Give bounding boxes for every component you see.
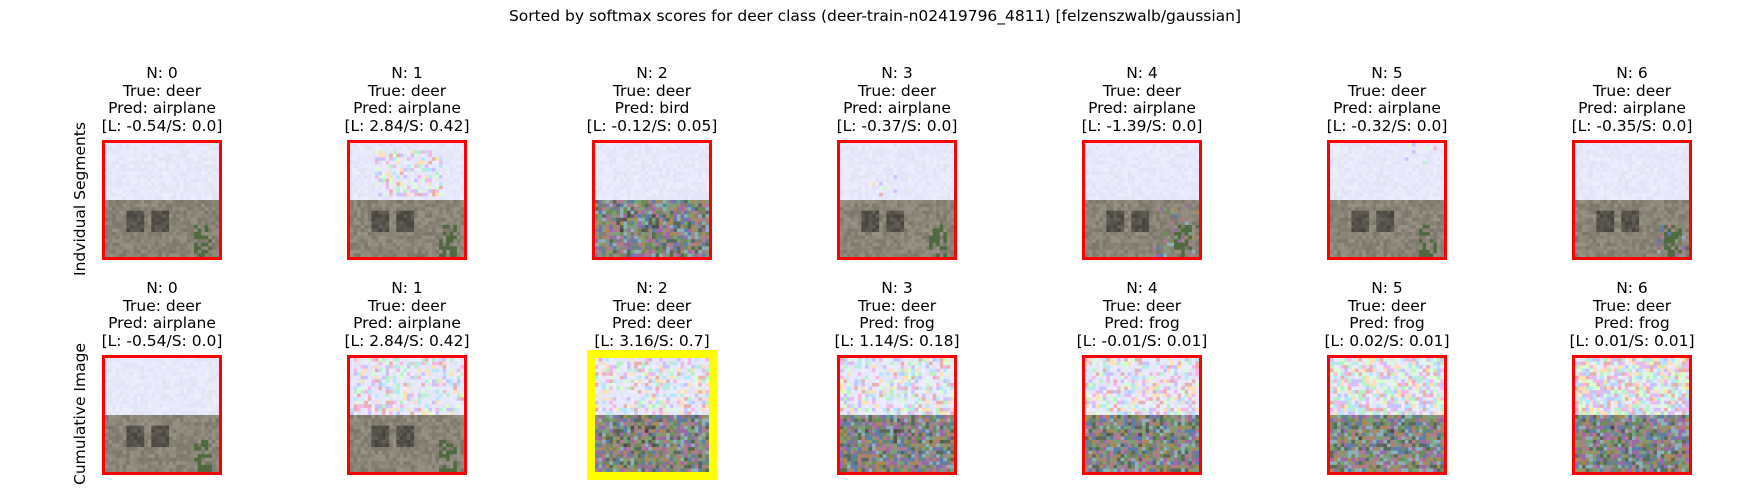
panel-true-label: True: deer <box>1347 296 1427 315</box>
panel-true-label: True: deer <box>1592 81 1672 100</box>
panel-pred-label: Pred: frog <box>1349 314 1425 332</box>
panel-row1-col4: N: 4 True: deer Pred: frog [L: -0.01/S: 0.0… <box>1062 279 1222 350</box>
row-label-cumulative: Cumulative Image <box>71 343 89 485</box>
panel-index: N: 5 <box>1371 279 1403 297</box>
panel-index: N: 4 <box>1126 279 1158 297</box>
panel-score: [L: 0.01/S: 0.01] <box>1569 331 1695 350</box>
panel-score: [L: -1.39/S: 0.0] <box>1081 116 1203 135</box>
panel-row1-col0: N: 0 True: deer Pred: airplane [L: -0.54/S:… <box>82 279 242 350</box>
panel-row0-col4: N: 4 True: deer Pred: airplane [L: -1.39/S:… <box>1062 64 1222 135</box>
panel-row1-col5: N: 5 True: deer Pred: frog [L: 0.02/S: 0.01… <box>1307 279 1467 350</box>
panel-score: [L: 1.14/S: 0.18] <box>834 331 960 350</box>
panel-pred-label: Pred: bird <box>614 99 690 117</box>
row-label-individual: Indvidual Segments <box>71 122 89 276</box>
image-thumbnail <box>102 355 222 475</box>
panel-score: [L: -0.32/S: 0.0] <box>1326 116 1448 135</box>
panel-pred-label: Pred: airplane <box>108 99 216 117</box>
image-thumbnail <box>592 140 712 260</box>
image-thumbnail <box>102 140 222 260</box>
panel-pred-label: Pred: airplane <box>353 314 461 332</box>
image-thumbnail <box>1572 140 1692 260</box>
panel-pred-label: Pred: deer <box>612 314 692 332</box>
image-thumbnail <box>837 355 957 475</box>
panel-score: [L: 2.84/S: 0.42] <box>344 331 470 350</box>
panel-true-label: True: deer <box>122 296 202 315</box>
panel-index: N: 2 <box>636 64 668 82</box>
panel-score: [L: 0.02/S: 0.01] <box>1324 331 1450 350</box>
panel-score: [L: -0.54/S: 0.0] <box>101 116 223 135</box>
image-thumbnail <box>347 140 467 260</box>
panel-index: N: 6 <box>1616 64 1648 82</box>
image-thumbnail <box>1327 355 1447 475</box>
image-thumbnail <box>1327 140 1447 260</box>
panel-true-label: True: deer <box>612 296 692 315</box>
panel-index: N: 1 <box>391 279 423 297</box>
panel-row0-col6: N: 6 True: deer Pred: airplane [L: -0.35/S:… <box>1552 64 1712 135</box>
panel-true-label: True: deer <box>367 296 447 315</box>
panel-index: N: 0 <box>146 279 178 297</box>
panel-pred-label: Pred: airplane <box>353 99 461 117</box>
panel-row0-col0: N: 0 True: deer Pred: airplane [L: -0.54/S:… <box>82 64 242 135</box>
panel-pred-label: Pred: frog <box>1594 314 1670 332</box>
panel-true-label: True: deer <box>1102 81 1182 100</box>
panel-score: [L: -0.54/S: 0.0] <box>101 331 223 350</box>
panel-score: [L: -0.35/S: 0.0] <box>1571 116 1693 135</box>
panel-true-label: True: deer <box>367 81 447 100</box>
panel-pred-label: Pred: airplane <box>1578 99 1686 117</box>
panel-pred-label: Pred: airplane <box>843 99 951 117</box>
panel-row0-col3: N: 3 True: deer Pred: airplane [L: -0.37/S:… <box>817 64 977 135</box>
panel-score: [L: -0.12/S: 0.05] <box>586 116 718 135</box>
image-thumbnail <box>1572 355 1692 475</box>
panel-true-label: True: deer <box>1592 296 1672 315</box>
panel-row1-col1: N: 1 True: deer Pred: airplane [L: 2.84/S: … <box>327 279 487 350</box>
panel-pred-label: Pred: frog <box>1104 314 1180 332</box>
panel-pred-label: Pred: airplane <box>1333 99 1441 117</box>
panel-row1-col2: N: 2 True: deer Pred: deer [L: 3.16/S: 0.7] <box>572 279 732 350</box>
panel-index: N: 1 <box>391 64 423 82</box>
panel-index: N: 5 <box>1371 64 1403 82</box>
panel-score: [L: -0.37/S: 0.0] <box>836 116 958 135</box>
panel-pred-label: Pred: airplane <box>108 314 216 332</box>
panel-row1-col3: N: 3 True: deer Pred: frog [L: 1.14/S: 0.18… <box>817 279 977 350</box>
panel-row0-col1: N: 1 True: deer Pred: airplane [L: 2.84/S: … <box>327 64 487 135</box>
panel-true-label: True: deer <box>122 81 202 100</box>
panel-score: [L: -0.01/S: 0.01] <box>1076 331 1208 350</box>
panel-index: N: 3 <box>881 279 913 297</box>
highlighted-image-thumbnail <box>587 350 717 480</box>
panel-row0-col2: N: 2 True: deer Pred: bird [L: -0.12/S: 0.0… <box>572 64 732 135</box>
panel-row1-col6: N: 6 True: deer Pred: frog [L: 0.01/S: 0.01… <box>1552 279 1712 350</box>
panel-index: N: 4 <box>1126 64 1158 82</box>
panel-row0-col5: N: 5 True: deer Pred: airplane [L: -0.32/S:… <box>1307 64 1467 135</box>
panel-true-label: True: deer <box>1347 81 1427 100</box>
panel-index: N: 6 <box>1616 279 1648 297</box>
panel-true-label: True: deer <box>857 81 937 100</box>
panel-index: N: 2 <box>636 279 668 297</box>
panel-index: N: 3 <box>881 64 913 82</box>
panel-true-label: True: deer <box>612 81 692 100</box>
figure-title: Sorted by softmax scores for deer class … <box>508 7 1242 25</box>
panel-true-label: True: deer <box>857 296 937 315</box>
panel-pred-label: Pred: frog <box>859 314 935 332</box>
image-thumbnail <box>347 355 467 475</box>
image-thumbnail <box>1082 355 1202 475</box>
panel-index: N: 0 <box>146 64 178 82</box>
panel-score: [L: 2.84/S: 0.42] <box>344 116 470 135</box>
image-thumbnail <box>1082 140 1202 260</box>
panel-true-label: True: deer <box>1102 296 1182 315</box>
panel-score: [L: 3.16/S: 0.7] <box>594 331 710 350</box>
panel-pred-label: Pred: airplane <box>1088 99 1196 117</box>
image-thumbnail <box>837 140 957 260</box>
